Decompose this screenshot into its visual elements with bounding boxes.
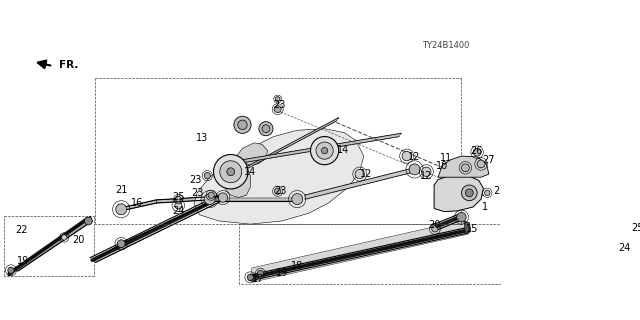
Circle shape	[175, 196, 181, 202]
Text: 19: 19	[17, 256, 29, 266]
Circle shape	[465, 189, 473, 197]
Circle shape	[61, 235, 67, 240]
Circle shape	[473, 148, 481, 156]
Polygon shape	[250, 220, 469, 281]
Circle shape	[238, 120, 247, 130]
Circle shape	[234, 116, 251, 133]
Circle shape	[316, 142, 333, 159]
Text: 15: 15	[467, 224, 479, 234]
Polygon shape	[10, 216, 91, 273]
Polygon shape	[13, 216, 92, 271]
Circle shape	[262, 125, 270, 132]
Polygon shape	[219, 118, 339, 183]
Circle shape	[117, 240, 125, 248]
Circle shape	[204, 194, 215, 204]
Circle shape	[84, 217, 92, 225]
Text: 12: 12	[408, 152, 420, 162]
Circle shape	[8, 267, 14, 273]
Text: 16: 16	[131, 198, 143, 208]
Circle shape	[461, 185, 477, 201]
Polygon shape	[435, 216, 465, 230]
Text: 14: 14	[244, 167, 257, 177]
Circle shape	[275, 97, 280, 101]
Text: 23: 23	[273, 100, 285, 110]
Circle shape	[220, 161, 242, 183]
Text: 14: 14	[337, 145, 349, 155]
Circle shape	[355, 169, 365, 179]
Polygon shape	[8, 271, 14, 276]
Text: 24: 24	[172, 206, 184, 216]
Text: 1: 1	[482, 202, 488, 212]
Circle shape	[227, 168, 235, 176]
Circle shape	[321, 148, 328, 154]
Text: 24: 24	[618, 243, 630, 252]
Text: 20: 20	[72, 235, 84, 245]
Text: 18: 18	[291, 260, 303, 271]
Text: 17: 17	[252, 274, 264, 284]
Circle shape	[214, 155, 248, 189]
Text: 25: 25	[631, 223, 640, 233]
Text: 19: 19	[275, 268, 288, 278]
Polygon shape	[249, 275, 258, 282]
Polygon shape	[92, 197, 224, 262]
Polygon shape	[210, 197, 297, 202]
Polygon shape	[231, 143, 268, 165]
Text: 2: 2	[493, 186, 500, 196]
Polygon shape	[305, 168, 415, 199]
Text: 11: 11	[440, 153, 452, 164]
Polygon shape	[194, 129, 364, 224]
Text: FR.: FR.	[59, 60, 78, 69]
Text: 20: 20	[429, 220, 441, 230]
Text: 22: 22	[15, 225, 28, 236]
Text: 25: 25	[172, 192, 184, 202]
Text: 21: 21	[115, 185, 127, 195]
Polygon shape	[438, 156, 489, 177]
Circle shape	[274, 106, 281, 113]
Text: 23: 23	[274, 186, 286, 196]
Text: 12: 12	[420, 172, 433, 181]
Circle shape	[432, 226, 438, 232]
Text: 10: 10	[436, 161, 448, 171]
Text: 13: 13	[196, 133, 208, 143]
Polygon shape	[121, 200, 156, 211]
Polygon shape	[235, 133, 401, 164]
Circle shape	[484, 190, 490, 196]
Polygon shape	[216, 158, 250, 197]
Polygon shape	[434, 176, 483, 212]
Circle shape	[275, 188, 281, 195]
Circle shape	[204, 172, 211, 179]
Circle shape	[247, 274, 253, 280]
Circle shape	[116, 204, 127, 215]
Text: 23: 23	[189, 174, 202, 185]
Circle shape	[310, 137, 339, 165]
Circle shape	[402, 151, 412, 161]
Circle shape	[477, 160, 485, 168]
Circle shape	[218, 193, 228, 202]
Circle shape	[461, 164, 469, 172]
Circle shape	[422, 167, 431, 176]
Circle shape	[257, 270, 264, 276]
Circle shape	[175, 202, 182, 209]
Text: 23: 23	[191, 188, 204, 198]
Circle shape	[409, 164, 420, 175]
Circle shape	[292, 194, 303, 204]
Circle shape	[208, 192, 214, 198]
Text: TY24B1400: TY24B1400	[422, 41, 470, 50]
Polygon shape	[156, 196, 223, 203]
Text: 27: 27	[483, 155, 495, 165]
Text: 26: 26	[470, 146, 483, 156]
Polygon shape	[464, 221, 471, 234]
Circle shape	[259, 122, 273, 136]
Circle shape	[457, 212, 466, 222]
Text: 12: 12	[360, 169, 372, 179]
